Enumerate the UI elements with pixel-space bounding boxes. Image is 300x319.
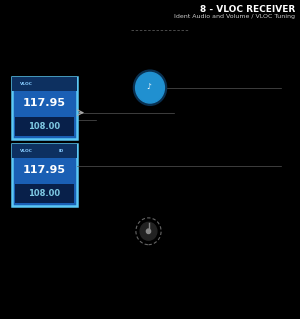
Text: ♪: ♪ (146, 82, 151, 91)
Text: 108.00: 108.00 (28, 122, 60, 131)
Text: Ident Audio and Volume / VLOC Tuning: Ident Audio and Volume / VLOC Tuning (175, 14, 296, 19)
Circle shape (140, 222, 157, 240)
FancyBboxPatch shape (12, 144, 76, 206)
Text: 117.95: 117.95 (23, 98, 66, 108)
Text: 8 - VLOC RECEIVER: 8 - VLOC RECEIVER (200, 5, 296, 14)
Bar (15, 117, 74, 136)
Bar (15, 184, 74, 203)
Text: VLOC: VLOC (20, 149, 33, 153)
Bar (12, 77, 76, 91)
Circle shape (136, 72, 164, 103)
Text: ID: ID (58, 149, 64, 153)
Circle shape (134, 70, 166, 105)
FancyBboxPatch shape (12, 77, 76, 139)
Text: 117.95: 117.95 (23, 165, 66, 175)
Bar (12, 144, 76, 158)
Text: VLOC: VLOC (20, 82, 33, 86)
Text: 108.00: 108.00 (28, 189, 60, 198)
Circle shape (146, 229, 151, 234)
